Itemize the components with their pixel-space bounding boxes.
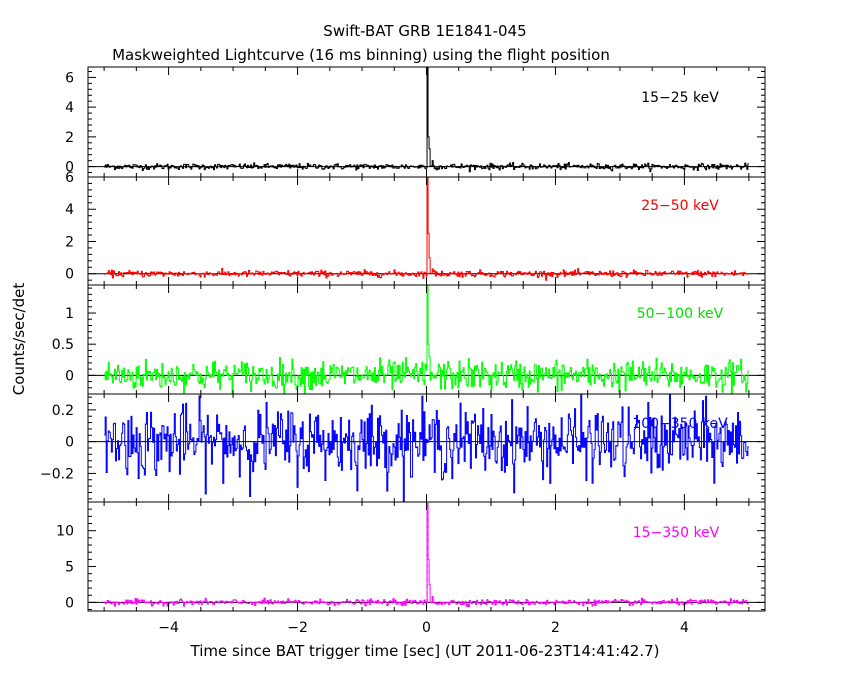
- energy-band-label: 25−50 keV: [641, 198, 719, 214]
- series-line: [104, 177, 749, 281]
- series-line: [104, 394, 749, 502]
- panel-frame: [87, 501, 766, 612]
- x-tick-label: −2: [287, 620, 308, 636]
- x-tick-label: −4: [158, 620, 179, 636]
- chart-subtitle: Maskweighted Lightcurve (16 ms binning) …: [112, 46, 610, 64]
- panel-4: −0.2 0 0.2 100−350 keV: [40, 393, 766, 503]
- panel-3: 0 0.5 1 50−100 keV: [52, 284, 766, 395]
- chart-title: Swift-BAT GRB 1E1841-045: [323, 22, 526, 40]
- y-tick-label: 1: [65, 306, 74, 322]
- y-axis-label: Counts/sec/det: [10, 283, 28, 396]
- panel-frame: [87, 66, 766, 178]
- series-line: [104, 285, 749, 394]
- y-tick-label: 4: [65, 202, 74, 218]
- x-tick-label: 2: [551, 620, 560, 636]
- x-tick-label: 0: [422, 620, 431, 636]
- y-tick-label: 2: [65, 234, 74, 250]
- y-tick-label: 2: [65, 130, 74, 146]
- y-tick-label: 0: [65, 160, 74, 176]
- energy-band-label: 100−350 keV: [632, 416, 728, 432]
- y-tick-label: −0.2: [40, 466, 74, 482]
- y-tick-label: 6: [65, 170, 74, 186]
- y-tick-label: 0.2: [52, 403, 74, 419]
- panels-group: 0 2 4 6 15−25 keV 0 2 4 6 25−50 keV 0 0.5 1 50−100 ke…: [40, 66, 766, 636]
- y-tick-label: 0: [65, 267, 74, 283]
- panel-frame: [87, 176, 766, 286]
- y-tick-label: 5: [65, 560, 74, 576]
- y-tick-label: 4: [65, 100, 74, 116]
- panel-2: 0 2 4 6 25−50 keV: [65, 170, 766, 286]
- y-tick-label: 0: [65, 435, 74, 451]
- x-axis-label: Time since BAT trigger time [sec] (UT 20…: [190, 642, 660, 660]
- series-line: [104, 502, 749, 608]
- energy-band-label: 15−350 keV: [633, 525, 720, 541]
- y-tick-label: 0.5: [52, 337, 74, 353]
- panel-1: 0 2 4 6 15−25 keV: [65, 66, 766, 178]
- y-tick-label: 0: [65, 368, 74, 384]
- y-tick-label: 6: [65, 70, 74, 86]
- panel-5: 0 5 10 15−350 keV: [56, 501, 766, 612]
- energy-band-label: 15−25 keV: [641, 90, 719, 106]
- y-tick-label: 0: [65, 595, 74, 611]
- energy-band-label: 50−100 keV: [637, 306, 724, 322]
- series-line: [104, 67, 749, 173]
- x-tick-label: 4: [680, 620, 689, 636]
- y-tick-label: 10: [56, 524, 74, 540]
